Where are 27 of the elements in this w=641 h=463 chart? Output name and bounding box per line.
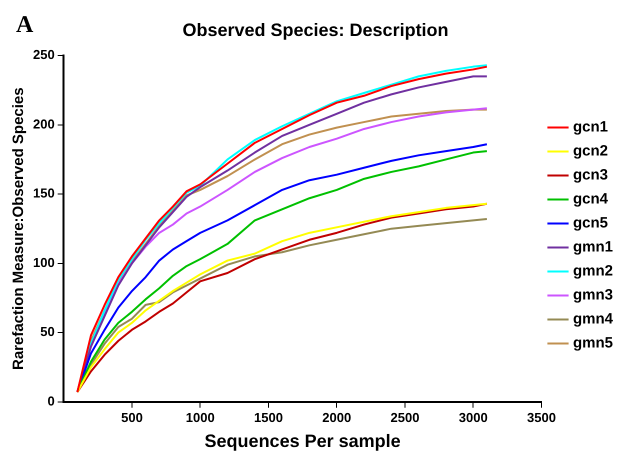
x-tick-label: 1500 bbox=[254, 410, 283, 426]
y-tick-label: 50 bbox=[40, 324, 55, 340]
legend-label: gmn2 bbox=[572, 262, 614, 280]
y-tick-label: 250 bbox=[32, 47, 55, 62]
legend-label: gmn1 bbox=[572, 238, 614, 256]
legend-label: gcn1 bbox=[572, 118, 608, 136]
legend-label: gcn2 bbox=[572, 142, 608, 160]
legend-label: gcn4 bbox=[572, 190, 609, 208]
x-tick-label: 3000 bbox=[458, 410, 488, 426]
legend-label: gcn5 bbox=[572, 214, 608, 232]
legend-label: gmn5 bbox=[572, 334, 614, 352]
x-tick-label: 2000 bbox=[322, 410, 352, 426]
y-tick-label: 200 bbox=[32, 116, 55, 132]
x-tick-label: 2500 bbox=[390, 410, 420, 426]
text: A bbox=[16, 12, 34, 38]
legend-label: gmn3 bbox=[572, 286, 614, 304]
y-axis-title: Rarefaction Measure:Observed Species bbox=[10, 87, 28, 370]
x-tick-label: 500 bbox=[121, 410, 143, 426]
y-tick-label: 150 bbox=[32, 186, 55, 201]
x-tick-label: 1000 bbox=[186, 410, 215, 426]
chart-title: Observed Species: Description bbox=[182, 20, 449, 40]
legend-label: gcn3 bbox=[572, 166, 608, 184]
legend-label: gmn4 bbox=[572, 310, 614, 328]
x-axis-title: Sequences Per sample bbox=[204, 431, 401, 452]
y-tick-label: 100 bbox=[32, 254, 55, 270]
x-tick-label: 3500 bbox=[527, 410, 556, 426]
y-tick-label: 0 bbox=[47, 393, 55, 408]
